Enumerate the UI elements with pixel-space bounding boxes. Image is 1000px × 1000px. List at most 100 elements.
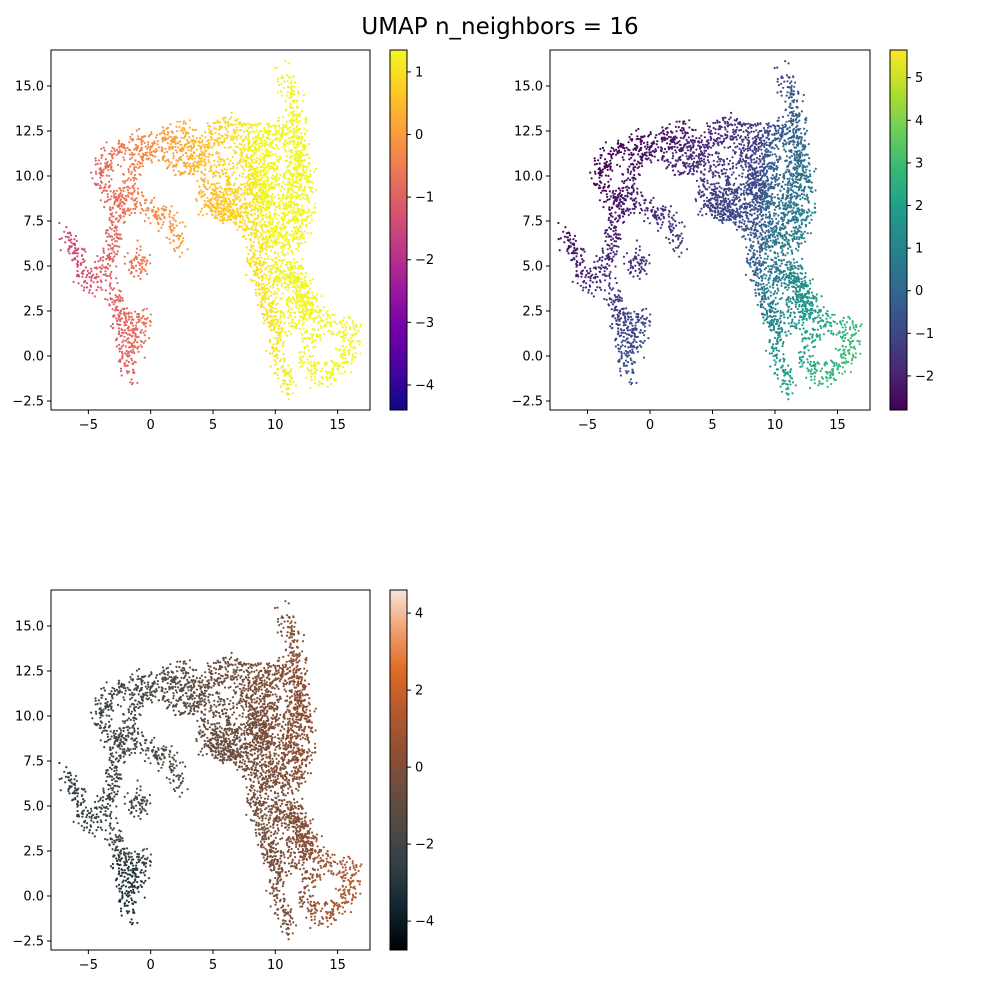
- data-point: [202, 143, 205, 146]
- data-point: [102, 266, 106, 269]
- data-point: [207, 159, 210, 162]
- data-point: [100, 288, 104, 291]
- data-point: [352, 339, 355, 342]
- data-point: [255, 124, 258, 127]
- data-point: [175, 224, 178, 227]
- data-point: [81, 254, 84, 257]
- data-point: [94, 159, 97, 162]
- data-point: [98, 187, 101, 190]
- data-point: [264, 153, 267, 156]
- data-point: [199, 160, 202, 163]
- data-point: [283, 374, 286, 377]
- data-point: [266, 287, 269, 290]
- data-point: [598, 258, 601, 261]
- data-point: [263, 208, 266, 211]
- data-point: [135, 202, 138, 205]
- data-point: [127, 268, 131, 271]
- data-point: [104, 289, 107, 292]
- data-point: [298, 238, 301, 241]
- data-point: [112, 303, 115, 306]
- data-point: [354, 347, 357, 350]
- data-point: [316, 328, 320, 331]
- data-point: [290, 188, 293, 192]
- data-point: [234, 146, 237, 149]
- data-point: [288, 142, 291, 146]
- data-point: [160, 207, 163, 210]
- data-point: [575, 275, 578, 278]
- data-point: [80, 272, 83, 275]
- data-point: [129, 208, 132, 211]
- data-point: [326, 379, 329, 382]
- data-point: [184, 225, 187, 228]
- data-point: [618, 215, 621, 218]
- data-point: [257, 240, 260, 243]
- data-point: [600, 264, 603, 267]
- data-point: [133, 331, 136, 334]
- data-point: [305, 376, 308, 379]
- data-point: [286, 131, 289, 135]
- data-point: [282, 176, 285, 179]
- y-tick-label: 15.0: [15, 80, 44, 95]
- data-point: [303, 305, 306, 308]
- data-point: [115, 296, 118, 299]
- data-point: [247, 136, 250, 139]
- data-point: [342, 349, 345, 352]
- colorbar-top-left: [389, 49, 408, 411]
- data-point: [103, 149, 106, 152]
- data-point: [191, 140, 194, 143]
- data-point: [569, 238, 572, 241]
- data-point: [226, 157, 229, 160]
- data-point: [213, 206, 216, 209]
- data-point: [174, 145, 177, 148]
- data-point: [301, 266, 304, 269]
- data-point: [297, 185, 300, 188]
- data-point: [273, 359, 276, 362]
- data-point: [156, 140, 159, 143]
- data-point: [305, 225, 308, 228]
- data-point: [608, 264, 611, 267]
- data-point: [106, 195, 109, 198]
- data-point: [283, 215, 287, 218]
- data-point: [158, 133, 161, 136]
- data-point: [76, 252, 79, 255]
- data-point: [240, 128, 243, 132]
- data-point: [121, 193, 124, 197]
- data-point: [138, 267, 141, 271]
- data-point: [277, 137, 280, 140]
- data-point: [210, 146, 213, 149]
- data-point: [254, 235, 257, 238]
- data-point: [206, 179, 209, 182]
- data-point: [269, 129, 272, 132]
- data-point: [102, 168, 105, 171]
- data-point: [200, 134, 203, 137]
- data-point: [127, 177, 130, 180]
- data-point: [118, 245, 121, 248]
- data-point: [268, 161, 272, 164]
- data-point: [244, 198, 247, 201]
- data-point: [99, 162, 102, 165]
- data-point: [336, 368, 339, 371]
- data-point: [113, 233, 116, 236]
- data-point: [110, 270, 113, 274]
- data-point: [121, 331, 124, 334]
- data-point: [133, 352, 136, 355]
- data-point: [132, 207, 135, 210]
- data-point: [304, 275, 307, 278]
- data-point: [282, 86, 285, 89]
- data-point: [292, 298, 296, 301]
- data-point: [84, 266, 87, 269]
- data-point: [264, 231, 267, 235]
- data-point: [338, 330, 341, 333]
- data-point: [165, 127, 168, 130]
- data-point: [260, 283, 263, 286]
- data-point: [291, 106, 294, 109]
- data-point: [276, 292, 279, 295]
- data-point: [284, 159, 287, 163]
- data-point: [231, 188, 234, 191]
- data-point: [243, 149, 246, 152]
- data-point: [557, 221, 560, 225]
- data-point: [150, 131, 153, 134]
- data-point: [604, 258, 607, 261]
- data-point: [172, 152, 175, 155]
- data-point: [195, 154, 198, 157]
